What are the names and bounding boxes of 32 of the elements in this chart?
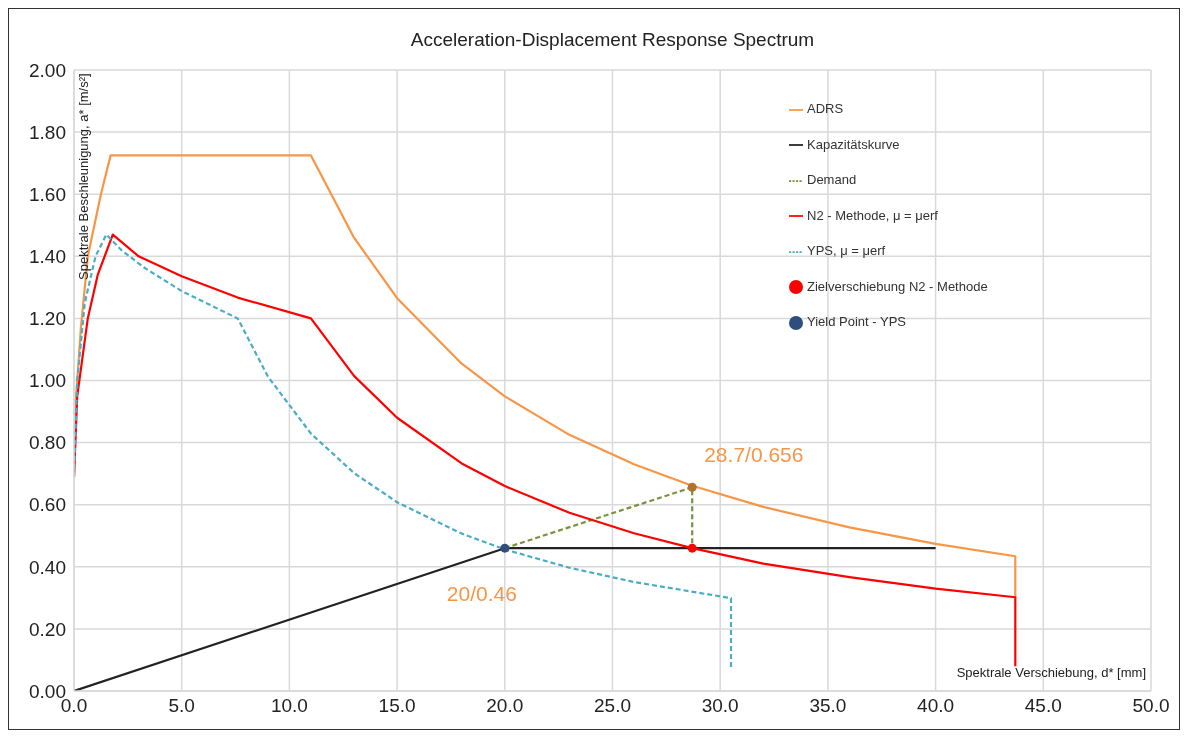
y-tick-label: 0.80 bbox=[29, 432, 66, 454]
chart-title: Acceleration-Displacement Response Spectrum bbox=[410, 29, 815, 50]
annotation: 20/0.46 bbox=[446, 582, 517, 606]
annotation: 28.7/0.656 bbox=[704, 443, 804, 467]
legend-label: N2 - Methode, μ = μerf bbox=[807, 207, 938, 223]
y-tick-label: 0.40 bbox=[29, 556, 66, 578]
y-axis-title: Spektrale Beschleunigung, a* [m/s²] bbox=[76, 73, 91, 280]
legend-label: YPS, μ = μerf bbox=[807, 243, 886, 259]
y-tick-label: 1.80 bbox=[29, 121, 66, 143]
y-tick-label: 1.00 bbox=[29, 370, 66, 392]
x-axis-title: Spektrale Verschiebung, d* [mm] bbox=[956, 665, 1146, 680]
y-tick-label: 1.60 bbox=[29, 183, 66, 205]
legend-label: Zielverschiebung N2 - Methode bbox=[807, 278, 988, 294]
legend-label: ADRS bbox=[807, 101, 844, 116]
x-tick-label: 30.0 bbox=[701, 695, 739, 717]
x-tick-label: 45.0 bbox=[1024, 695, 1062, 717]
y-tick-label: 0.60 bbox=[29, 494, 66, 516]
x-tick-label: 15.0 bbox=[378, 695, 416, 717]
y-tick-label: 1.20 bbox=[29, 308, 66, 330]
y-tick-label: 0.20 bbox=[29, 618, 66, 640]
legend-label: Kapazitätskurve bbox=[807, 136, 900, 152]
legend-label: Yield Point - YPS bbox=[807, 314, 906, 330]
x-tick-label: 35.0 bbox=[809, 695, 847, 717]
y-tick-label: 1.40 bbox=[29, 246, 66, 268]
x-tick-label: 20.0 bbox=[486, 695, 524, 717]
x-tick-label: 10.0 bbox=[270, 695, 308, 717]
legend-label: Demand bbox=[807, 172, 857, 188]
x-tick-label: 25.0 bbox=[594, 695, 631, 717]
x-tick-label: 5.0 bbox=[168, 695, 195, 717]
x-tick-label: 40.0 bbox=[917, 695, 955, 717]
y-tick-label: 2.00 bbox=[29, 59, 66, 81]
x-tick-label: 50.0 bbox=[1132, 695, 1170, 717]
